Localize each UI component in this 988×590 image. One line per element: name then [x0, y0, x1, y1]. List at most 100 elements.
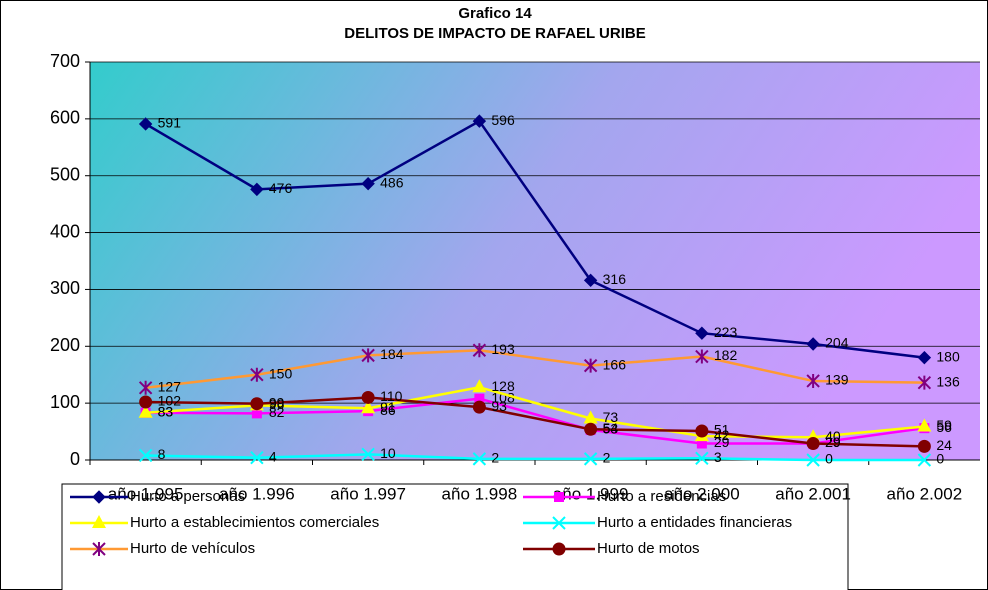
data-label: 180	[936, 348, 960, 364]
y-tick-label: 0	[70, 449, 80, 469]
data-label: 3	[714, 449, 722, 465]
data-label: 0	[825, 451, 833, 467]
data-label: 29	[825, 434, 841, 450]
legend	[61, 483, 849, 590]
data-label: 486	[380, 174, 404, 190]
data-label: 51	[714, 422, 730, 438]
data-label: 223	[714, 324, 738, 340]
data-label: 29	[825, 434, 841, 450]
marker	[361, 348, 375, 363]
marker	[695, 424, 709, 438]
marker	[361, 176, 375, 191]
legend-label: Hurto a establecimientos comerciales	[130, 514, 379, 531]
y-tick-label: 200	[50, 335, 80, 355]
marker	[584, 422, 598, 436]
data-label: 184	[380, 346, 404, 362]
x-tick-label: año 1.999	[553, 484, 629, 503]
legend-label: Hurto de motos	[597, 540, 700, 557]
data-label: 596	[491, 112, 515, 128]
marker	[696, 438, 707, 449]
marker	[806, 453, 820, 467]
legend-label: Hurto a residencias	[597, 488, 726, 505]
series-line	[145, 349, 925, 390]
data-label: 10	[380, 445, 396, 461]
chart-title: Grafico 14	[458, 5, 532, 22]
marker	[472, 343, 487, 358]
data-label: 102	[158, 393, 182, 409]
marker	[138, 448, 153, 463]
data-label: 136	[936, 373, 960, 389]
data-label: 54	[603, 420, 619, 436]
series-line	[145, 453, 925, 462]
data-label: 476	[269, 180, 293, 196]
data-label: 182	[714, 347, 738, 363]
data-label: 316	[603, 271, 627, 287]
data-label: 24	[936, 437, 952, 453]
marker	[583, 358, 598, 373]
series-line	[145, 396, 925, 448]
marker	[474, 393, 485, 404]
marker	[251, 408, 262, 419]
data-label: 139	[825, 372, 849, 388]
x-tick-label: año 2.002	[887, 484, 963, 503]
data-label: 4	[269, 448, 277, 464]
marker	[554, 492, 564, 502]
y-tick-label: 300	[50, 278, 80, 298]
marker	[583, 410, 598, 424]
marker	[695, 451, 709, 466]
marker	[806, 337, 820, 351]
marker	[472, 400, 486, 414]
data-label: 29	[714, 434, 730, 450]
data-label: 96	[269, 396, 285, 412]
data-label: 127	[158, 378, 182, 394]
marker	[92, 490, 106, 504]
data-label: 99	[269, 394, 285, 410]
marker	[552, 542, 566, 556]
data-label: 83	[158, 404, 174, 420]
data-label: 73	[603, 409, 619, 425]
marker	[250, 367, 264, 382]
data-label: 93	[491, 398, 507, 414]
marker	[917, 418, 932, 432]
marker	[138, 404, 153, 418]
data-label: 82	[269, 404, 285, 420]
marker	[917, 375, 932, 390]
data-label: 150	[269, 365, 293, 381]
marker	[917, 350, 932, 365]
data-label: 8	[158, 446, 166, 462]
data-label: 204	[825, 335, 849, 351]
x-tick-label: año 1.997	[330, 484, 406, 503]
data-label: 193	[491, 341, 515, 357]
marker	[472, 379, 487, 393]
y-tick-label: 500	[50, 164, 80, 184]
data-label: 56	[936, 419, 952, 435]
x-tick-label: año 2.000	[664, 484, 740, 503]
y-tick-label: 600	[50, 108, 80, 128]
marker	[806, 437, 820, 451]
marker	[250, 451, 264, 465]
data-label: 128	[491, 378, 515, 394]
marker	[583, 273, 598, 288]
marker	[361, 447, 375, 462]
marker	[695, 349, 709, 364]
y-tick-label: 400	[50, 221, 80, 241]
plot-area	[90, 62, 980, 460]
marker	[552, 516, 566, 530]
x-tick-label: año 2.001	[775, 484, 851, 503]
marker	[92, 515, 106, 528]
marker	[806, 373, 820, 388]
x-tick-label: año 1.998	[442, 484, 518, 503]
marker	[138, 117, 153, 131]
marker	[138, 380, 153, 395]
marker	[695, 326, 709, 340]
marker	[92, 542, 106, 556]
legend-label: Hurto de vehículos	[130, 540, 255, 557]
chart-subtitle: DELITOS DE IMPACTO DE RAFAEL URIBE	[344, 25, 645, 42]
x-tick-label: año 1.995	[108, 484, 184, 503]
marker	[472, 452, 487, 466]
marker	[250, 182, 264, 197]
marker	[472, 114, 487, 128]
marker	[917, 453, 932, 467]
data-label: 59	[936, 417, 952, 433]
data-label: 91	[380, 399, 396, 415]
